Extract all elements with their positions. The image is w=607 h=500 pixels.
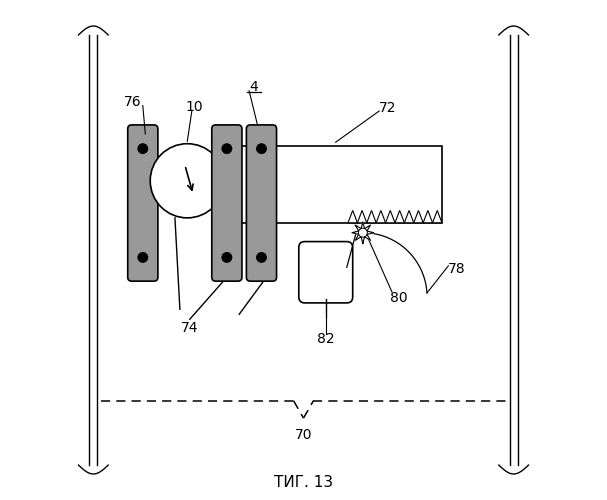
Polygon shape bbox=[367, 210, 376, 223]
FancyBboxPatch shape bbox=[127, 125, 158, 281]
FancyBboxPatch shape bbox=[299, 242, 353, 303]
Text: 72: 72 bbox=[379, 100, 396, 114]
Polygon shape bbox=[404, 210, 414, 223]
Text: 82: 82 bbox=[317, 332, 334, 346]
Polygon shape bbox=[423, 210, 433, 223]
Polygon shape bbox=[376, 210, 385, 223]
Text: 70: 70 bbox=[295, 428, 312, 442]
Polygon shape bbox=[433, 210, 442, 223]
Text: ΤИГ. 13: ΤИГ. 13 bbox=[274, 475, 333, 490]
Polygon shape bbox=[414, 210, 423, 223]
Bar bbox=[227, 146, 442, 223]
Text: 78: 78 bbox=[448, 262, 466, 276]
FancyBboxPatch shape bbox=[246, 125, 277, 281]
Text: 80: 80 bbox=[390, 291, 407, 305]
Text: 4: 4 bbox=[249, 80, 259, 94]
FancyBboxPatch shape bbox=[212, 125, 242, 281]
Polygon shape bbox=[348, 210, 358, 223]
Circle shape bbox=[150, 144, 225, 218]
Circle shape bbox=[222, 252, 232, 263]
Polygon shape bbox=[385, 210, 395, 223]
Circle shape bbox=[256, 252, 267, 263]
Polygon shape bbox=[395, 210, 404, 223]
Circle shape bbox=[256, 143, 267, 154]
Circle shape bbox=[358, 228, 367, 237]
Circle shape bbox=[137, 143, 148, 154]
Circle shape bbox=[137, 252, 148, 263]
Circle shape bbox=[222, 143, 232, 154]
Polygon shape bbox=[352, 222, 374, 244]
Polygon shape bbox=[358, 210, 367, 223]
Text: 10: 10 bbox=[186, 100, 203, 114]
Text: 74: 74 bbox=[181, 320, 198, 334]
Text: 76: 76 bbox=[124, 94, 141, 108]
